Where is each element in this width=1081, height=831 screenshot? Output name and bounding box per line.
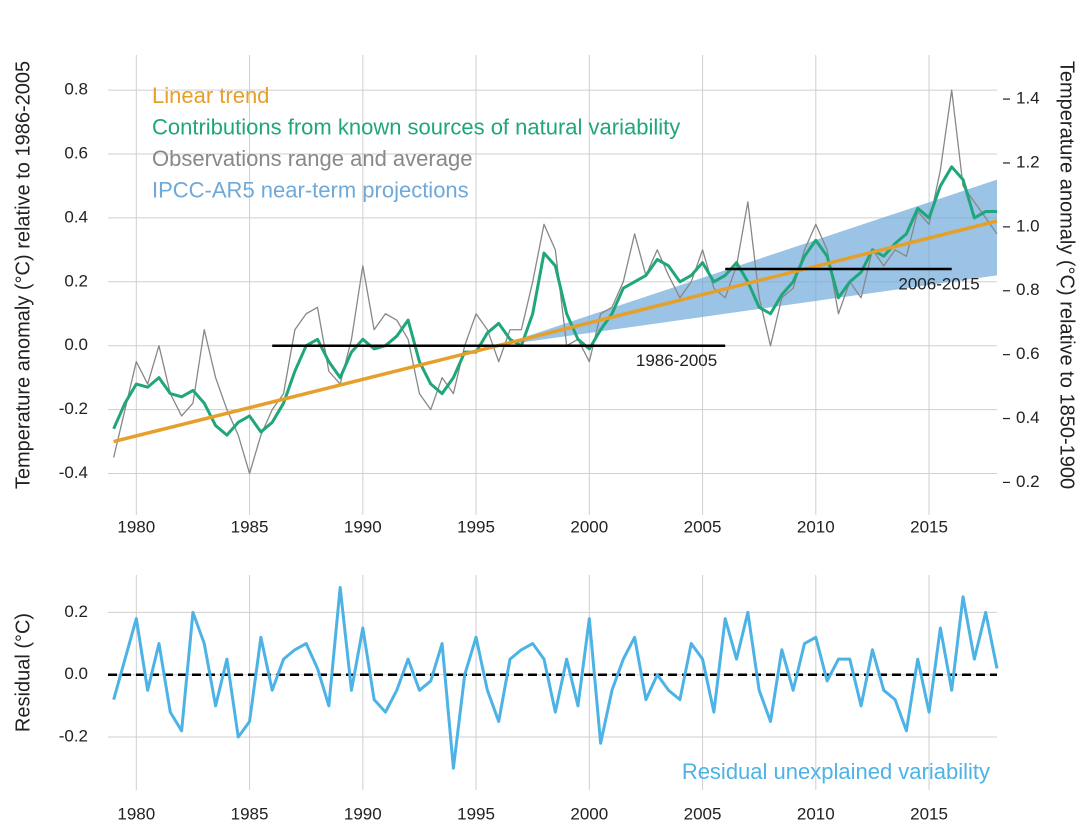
- y-tick-label: -0.2: [59, 727, 88, 746]
- y-axis-label: Temperature anomaly (°C) relative to 198…: [12, 61, 34, 489]
- x-tick-label: 1990: [344, 804, 382, 823]
- series-line: [113, 219, 998, 444]
- x-tick-label: 1980: [117, 804, 155, 823]
- y2-tick-label: 1.0: [1016, 216, 1040, 235]
- y-tick-label: 0.0: [64, 335, 88, 354]
- x-tick-label: 1985: [231, 804, 269, 823]
- projection-band: [498, 179, 997, 346]
- x-tick-label: 2000: [570, 804, 608, 823]
- y2-tick-label: 1.4: [1016, 89, 1040, 108]
- y2-tick-label: 0.4: [1016, 408, 1040, 427]
- y2-tick-label: 0.8: [1016, 280, 1040, 299]
- legend-entry: Linear trend: [152, 83, 269, 108]
- y-axis-label: Residual (°C): [12, 613, 34, 732]
- legend-entry: Residual unexplained variability: [682, 759, 990, 784]
- y-tick-label: 0.4: [64, 207, 88, 226]
- x-tick-label: 1995: [457, 517, 495, 536]
- y-tick-label: 0.8: [64, 80, 88, 99]
- legend-entry: Observations range and average: [152, 146, 472, 171]
- period-label: 2006-2015: [898, 275, 979, 294]
- y2-axis-label: Temperature anomaly (°C) relative to 185…: [1056, 61, 1078, 489]
- y2-tick-label: 0.2: [1016, 472, 1040, 491]
- x-tick-label: 1995: [457, 804, 495, 823]
- x-tick-label: 1990: [344, 517, 382, 536]
- x-tick-label: 2010: [797, 517, 835, 536]
- x-tick-label: 2010: [797, 804, 835, 823]
- y-tick-label: 0.6: [64, 144, 88, 163]
- y2-tick-label: 0.6: [1016, 344, 1040, 363]
- x-tick-label: 2005: [684, 804, 722, 823]
- y2-tick-label: 1.2: [1016, 152, 1040, 171]
- x-tick-label: 2005: [684, 517, 722, 536]
- legend-entry: Contributions from known sources of natu…: [152, 114, 680, 139]
- x-tick-label: 2000: [570, 517, 608, 536]
- y-tick-label: 0.2: [64, 271, 88, 290]
- x-tick-label: 1985: [231, 517, 269, 536]
- legend-entry: IPCC-AR5 near-term projections: [152, 177, 469, 202]
- series-line: [112, 165, 997, 437]
- x-tick-label: 2015: [910, 804, 948, 823]
- y-tick-label: 0.0: [64, 664, 88, 683]
- x-tick-label: 1980: [117, 517, 155, 536]
- y-tick-label: 0.2: [64, 602, 88, 621]
- y-tick-label: -0.4: [59, 463, 88, 482]
- period-label: 1986-2005: [636, 351, 717, 370]
- series-line: [112, 585, 999, 770]
- x-tick-label: 2015: [910, 517, 948, 536]
- y-tick-label: -0.2: [59, 399, 88, 418]
